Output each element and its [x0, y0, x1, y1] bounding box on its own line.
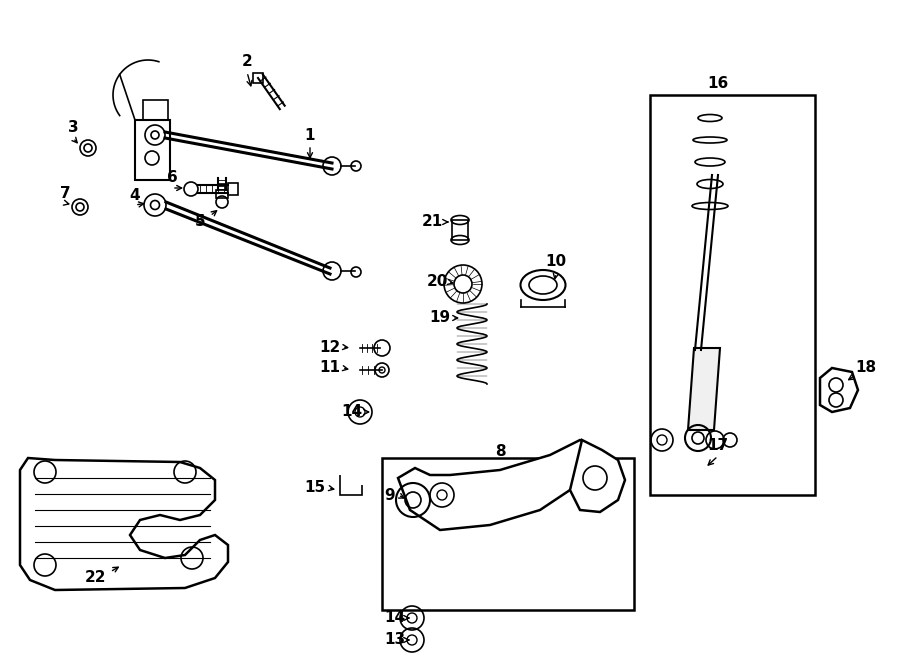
Text: 9: 9 — [384, 488, 395, 502]
Polygon shape — [20, 458, 228, 590]
Text: 15: 15 — [304, 481, 326, 496]
Bar — [228, 183, 238, 195]
Text: 18: 18 — [855, 360, 877, 375]
Text: 12: 12 — [320, 340, 340, 354]
Polygon shape — [398, 440, 600, 530]
FancyBboxPatch shape — [253, 73, 264, 83]
Text: 2: 2 — [241, 54, 252, 69]
Bar — [382, 458, 634, 610]
Text: 7: 7 — [59, 186, 70, 200]
Text: 3: 3 — [68, 120, 78, 136]
Polygon shape — [570, 440, 625, 512]
Text: 8: 8 — [495, 444, 505, 459]
Text: 6: 6 — [166, 171, 177, 186]
Polygon shape — [688, 348, 720, 430]
Text: 20: 20 — [427, 274, 447, 290]
Text: 10: 10 — [545, 254, 567, 270]
Text: 17: 17 — [707, 438, 729, 453]
Text: 11: 11 — [320, 360, 340, 375]
Text: 1: 1 — [305, 128, 315, 143]
Text: 14: 14 — [341, 405, 363, 420]
Text: 19: 19 — [429, 311, 451, 325]
Text: 16: 16 — [707, 75, 729, 91]
Text: 5: 5 — [194, 215, 205, 229]
Text: 13: 13 — [384, 633, 406, 648]
Text: 21: 21 — [421, 215, 443, 229]
Bar — [650, 95, 815, 495]
Text: 14: 14 — [384, 611, 406, 625]
Bar — [452, 220, 468, 240]
Bar — [216, 190, 228, 198]
Polygon shape — [820, 368, 858, 412]
Text: 22: 22 — [85, 570, 106, 586]
Text: 4: 4 — [130, 188, 140, 202]
